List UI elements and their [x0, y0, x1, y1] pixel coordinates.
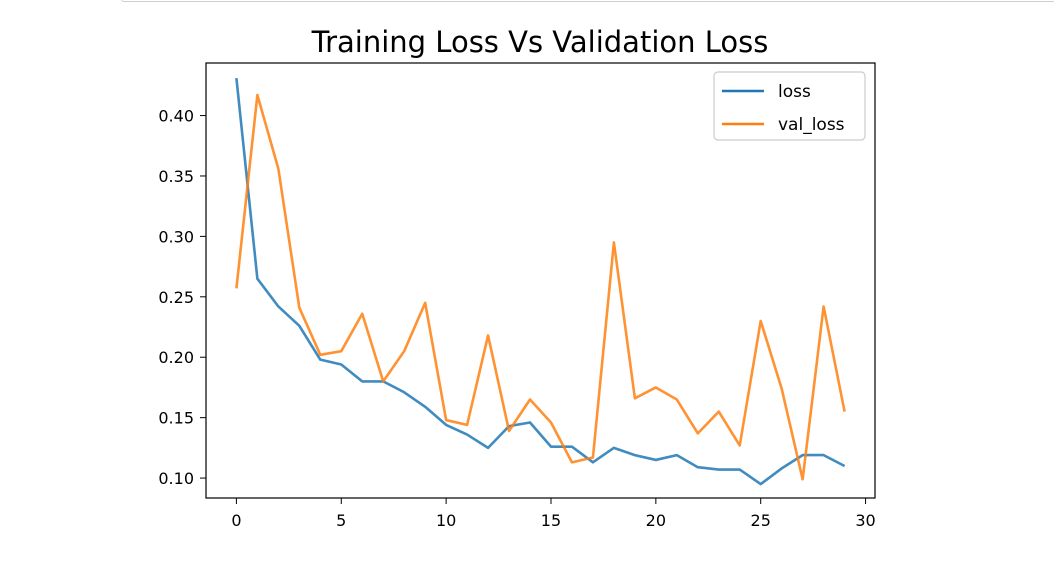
y-tick-label: 0.20 — [158, 348, 194, 367]
x-tick-label: 30 — [855, 511, 875, 530]
x-tick-label: 25 — [751, 511, 771, 530]
y-tick-label: 0.30 — [158, 227, 194, 246]
x-tick-label: 15 — [541, 511, 561, 530]
plot-lines — [235, 77, 846, 486]
series-line-val-loss — [235, 93, 846, 481]
y-axis: 0.10 0.15 0.20 0.25 0.30 0.35 0.40 — [158, 107, 206, 488]
x-tick-label: 20 — [646, 511, 666, 530]
x-tick-label: 0 — [231, 511, 241, 530]
legend: loss val_loss — [713, 71, 866, 141]
legend-label-loss: loss — [778, 82, 811, 102]
x-axis: 0 5 10 15 20 25 30 — [231, 498, 876, 530]
x-tick-label: 10 — [436, 511, 456, 530]
x-tick-label: 5 — [336, 511, 346, 530]
y-tick-label: 0.15 — [158, 409, 194, 428]
y-tick-label: 0.40 — [158, 107, 194, 126]
legend-label-val-loss: val_loss — [778, 115, 845, 135]
notebook-cell-frame — [121, 0, 1054, 2]
series-line-loss — [235, 77, 846, 486]
plot-area-frame — [205, 62, 876, 499]
y-tick-label: 0.25 — [158, 288, 194, 307]
chart-title: Training Loss Vs Validation Loss — [311, 25, 769, 59]
y-tick-label: 0.35 — [158, 167, 194, 186]
y-tick-label: 0.10 — [158, 469, 194, 488]
